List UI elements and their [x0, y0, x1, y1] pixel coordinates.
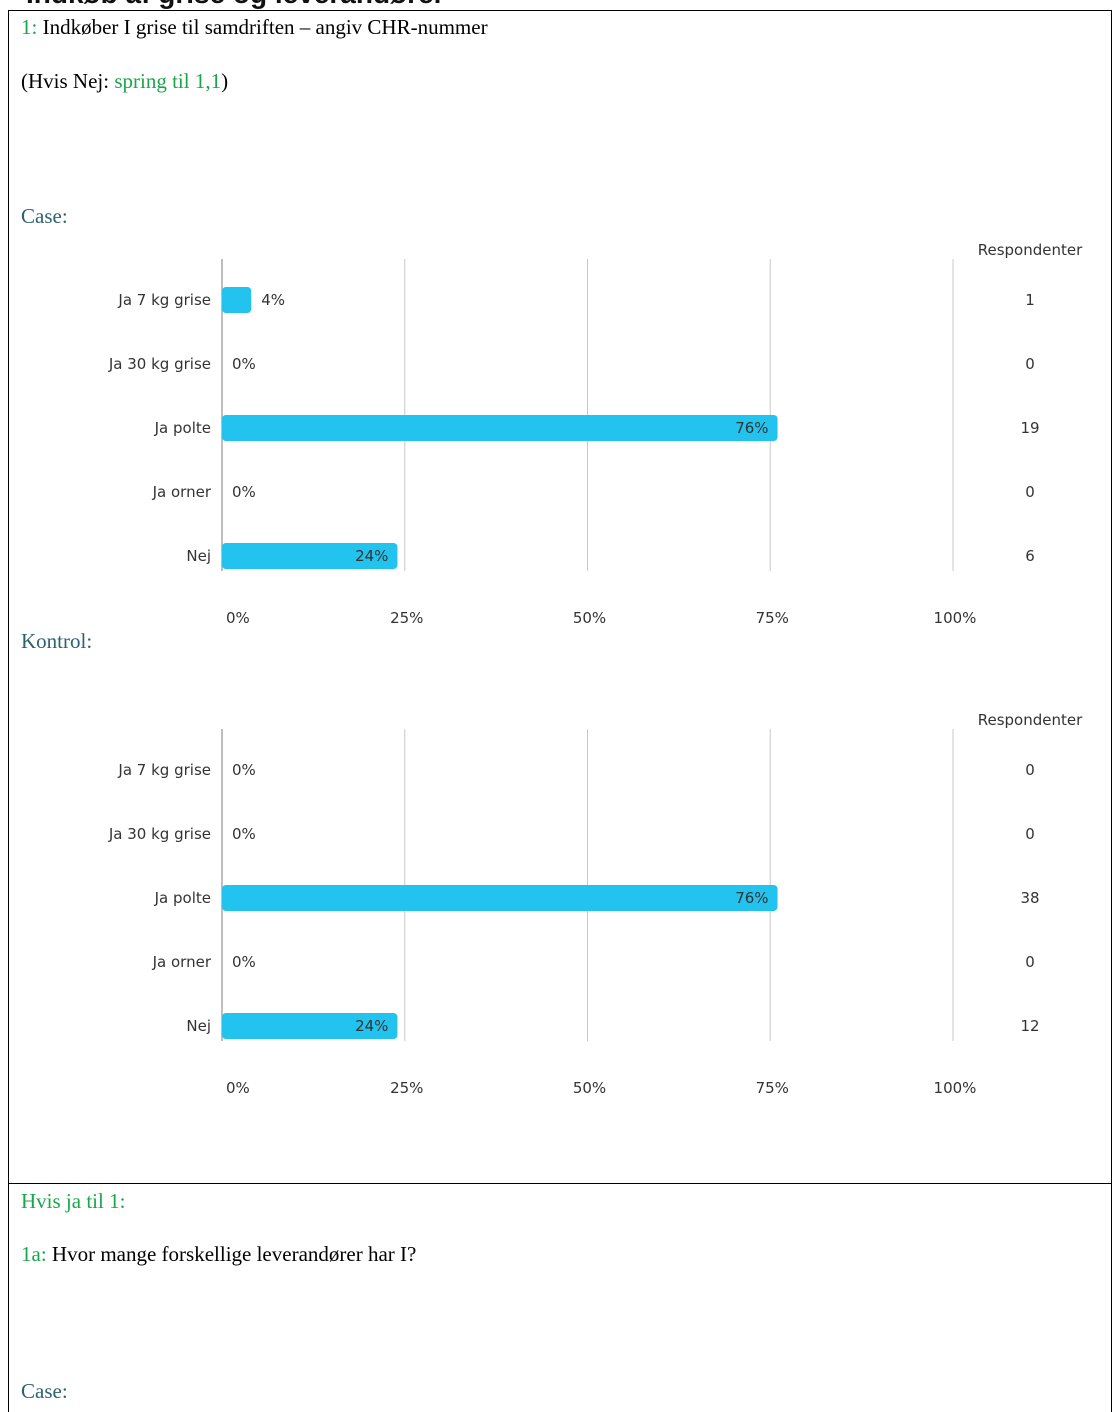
kontrol-label: Kontrol:: [21, 629, 93, 653]
heading-text: Indkøb af grise og leverandører: [26, 0, 445, 10]
bar: [222, 287, 252, 313]
data-label: 76%: [735, 419, 768, 437]
respondents-count: 6: [1025, 547, 1035, 565]
category-label: Ja 7 kg grise: [117, 291, 211, 309]
data-label: 76%: [735, 889, 768, 907]
bar: [222, 543, 398, 569]
question-1-line: 1: Indkøber I grise til samdriften – ang…: [21, 15, 488, 39]
category-label: Ja polte: [154, 419, 211, 437]
respondents-count: 0: [1025, 483, 1035, 501]
respondents-header: Respondenter: [978, 241, 1083, 259]
category-label: Ja polte: [154, 889, 211, 907]
respondents-count: 0: [1025, 825, 1035, 843]
case-label-1a: Case:: [21, 1379, 68, 1403]
category-label: Ja orner: [152, 483, 212, 501]
skip-instruction: (Hvis Nej: spring til 1,1): [21, 69, 228, 93]
respondents-count: 19: [1020, 419, 1039, 437]
category-label: Ja 7 kg grise: [117, 761, 211, 779]
question-1a-cell: Hvis ja til 1: 1a: Hvor mange forskellig…: [8, 1183, 1112, 1412]
category-label: Nej: [186, 1017, 211, 1035]
data-label: 24%: [355, 1017, 388, 1035]
respondents-count: 0: [1025, 761, 1035, 779]
question-number: 1:: [21, 15, 38, 39]
case-label: Case:: [21, 204, 68, 228]
respondents-count: 1: [1025, 291, 1035, 309]
previous-heading-cutoff: Indkøb af grise og leverandører: [0, 0, 1113, 10]
question-1-cell: 1: Indkøber I grise til samdriften – ang…: [8, 10, 1112, 1184]
bar: [222, 885, 778, 911]
category-label: Nej: [186, 547, 211, 565]
respondents-count: 38: [1020, 889, 1039, 907]
data-label: 0%: [232, 355, 256, 373]
data-label: 0%: [232, 953, 256, 971]
question-text: Indkøber I grise til samdriften – angiv …: [37, 15, 488, 39]
x-tick-label: 0%: [226, 1079, 250, 1097]
x-tick-label: 50%: [573, 609, 606, 627]
x-tick-label: 75%: [756, 609, 789, 627]
category-label: Ja 30 kg grise: [108, 355, 211, 373]
question-number: 1a:: [21, 1242, 47, 1266]
data-label: 24%: [355, 547, 388, 565]
skip-target: spring til 1,1: [114, 69, 222, 93]
data-label: 0%: [232, 483, 256, 501]
x-tick-label: 25%: [390, 609, 423, 627]
bar: [222, 1013, 398, 1039]
data-label: 0%: [232, 761, 256, 779]
skip-prefix: (Hvis Nej:: [21, 69, 115, 93]
question-text: Hvor mange forskellige leverandører har …: [46, 1242, 417, 1266]
x-tick-label: 25%: [390, 1079, 423, 1097]
respondents-count: 0: [1025, 953, 1035, 971]
condition-label: Hvis ja til 1:: [21, 1189, 126, 1213]
x-tick-label: 75%: [756, 1079, 789, 1097]
data-label: 4%: [261, 291, 285, 309]
respondents-header: Respondenter: [978, 711, 1083, 729]
kontrol-chart: 0% 25% 50% 75% 100% Respondenter Ja 7 kg grise…: [108, 711, 1083, 1097]
data-label: 0%: [232, 825, 256, 843]
x-tick-label: 50%: [573, 1079, 606, 1097]
skip-suffix: ): [221, 69, 229, 93]
bar: [222, 415, 778, 441]
respondents-count: 12: [1020, 1017, 1039, 1035]
respondents-count: 0: [1025, 355, 1035, 373]
category-label: Ja orner: [152, 953, 212, 971]
x-tick-label: 100%: [934, 609, 977, 627]
x-tick-label: 100%: [934, 1079, 977, 1097]
x-tick-label: 0%: [226, 609, 250, 627]
category-label: Ja 30 kg grise: [108, 825, 211, 843]
question-1a-line: 1a: Hvor mange forskellige leverandører …: [21, 1242, 416, 1266]
